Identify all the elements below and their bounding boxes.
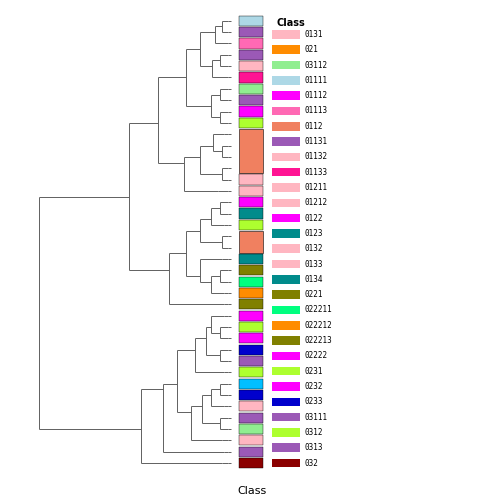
- Text: 01131: 01131: [305, 137, 328, 146]
- Bar: [239, 390, 263, 400]
- Bar: [272, 168, 300, 176]
- Bar: [272, 214, 300, 222]
- Bar: [272, 137, 300, 146]
- Text: 01212: 01212: [305, 198, 328, 207]
- Bar: [272, 61, 300, 69]
- Text: 0221: 0221: [305, 290, 324, 299]
- Bar: [272, 30, 300, 39]
- Text: 0134: 0134: [305, 275, 324, 284]
- Text: 0131: 0131: [305, 30, 324, 39]
- Bar: [239, 209, 263, 219]
- Text: 03112: 03112: [305, 60, 328, 70]
- Bar: [272, 336, 300, 345]
- Bar: [272, 459, 300, 467]
- Bar: [272, 199, 300, 207]
- Bar: [272, 428, 300, 436]
- Text: 01132: 01132: [305, 152, 328, 161]
- Bar: [239, 73, 263, 83]
- Bar: [239, 186, 263, 196]
- Bar: [272, 444, 300, 452]
- Text: 022211: 022211: [305, 305, 333, 314]
- Text: 02222: 02222: [305, 351, 328, 360]
- Bar: [239, 84, 263, 94]
- Text: 0133: 0133: [305, 260, 324, 269]
- Bar: [239, 299, 263, 309]
- Bar: [239, 265, 263, 275]
- Bar: [272, 260, 300, 268]
- Text: 0132: 0132: [305, 244, 324, 253]
- Bar: [239, 61, 263, 71]
- Text: 0122: 0122: [305, 214, 324, 223]
- Bar: [239, 231, 263, 253]
- Bar: [239, 310, 263, 321]
- Text: 022212: 022212: [305, 321, 333, 330]
- Bar: [239, 106, 263, 116]
- Text: 0233: 0233: [305, 397, 324, 406]
- Bar: [239, 174, 263, 184]
- Bar: [239, 333, 263, 343]
- Bar: [239, 50, 263, 60]
- Bar: [239, 401, 263, 411]
- Bar: [239, 413, 263, 423]
- Bar: [239, 345, 263, 355]
- Bar: [239, 27, 263, 37]
- Bar: [239, 95, 263, 105]
- Text: 0123: 0123: [305, 229, 324, 238]
- Bar: [272, 367, 300, 375]
- Bar: [239, 288, 263, 298]
- Bar: [272, 382, 300, 391]
- Bar: [272, 290, 300, 299]
- Bar: [272, 229, 300, 238]
- Bar: [272, 122, 300, 131]
- Bar: [272, 91, 300, 100]
- Text: Class: Class: [237, 486, 267, 496]
- Bar: [239, 277, 263, 287]
- Text: 0112: 0112: [305, 122, 324, 131]
- Text: 01112: 01112: [305, 91, 328, 100]
- Bar: [239, 38, 263, 48]
- Text: 0313: 0313: [305, 443, 324, 452]
- Text: 01211: 01211: [305, 183, 328, 192]
- Bar: [272, 352, 300, 360]
- Text: 0312: 0312: [305, 428, 324, 437]
- Bar: [239, 356, 263, 366]
- Bar: [239, 220, 263, 230]
- Text: 03111: 03111: [305, 413, 328, 422]
- Text: 01133: 01133: [305, 168, 328, 177]
- Bar: [272, 45, 300, 54]
- Bar: [272, 275, 300, 284]
- Bar: [272, 413, 300, 421]
- Bar: [272, 398, 300, 406]
- Bar: [239, 16, 263, 26]
- Text: 01111: 01111: [305, 76, 328, 85]
- Text: 021: 021: [305, 45, 319, 54]
- Bar: [239, 129, 263, 173]
- Bar: [272, 153, 300, 161]
- Text: 01113: 01113: [305, 106, 328, 115]
- Bar: [239, 379, 263, 389]
- Bar: [239, 118, 263, 128]
- Bar: [272, 76, 300, 85]
- Text: 0231: 0231: [305, 367, 324, 375]
- Bar: [272, 306, 300, 314]
- Bar: [272, 183, 300, 192]
- Bar: [239, 322, 263, 332]
- Bar: [239, 424, 263, 434]
- Bar: [272, 244, 300, 253]
- Text: 032: 032: [305, 459, 319, 468]
- Bar: [239, 367, 263, 377]
- Text: 0232: 0232: [305, 382, 324, 391]
- Bar: [239, 197, 263, 207]
- Text: Class: Class: [276, 18, 305, 28]
- Bar: [239, 435, 263, 446]
- Bar: [239, 458, 263, 468]
- Bar: [272, 321, 300, 330]
- Bar: [239, 447, 263, 457]
- Bar: [239, 254, 263, 264]
- Bar: [272, 107, 300, 115]
- Text: 022213: 022213: [305, 336, 333, 345]
